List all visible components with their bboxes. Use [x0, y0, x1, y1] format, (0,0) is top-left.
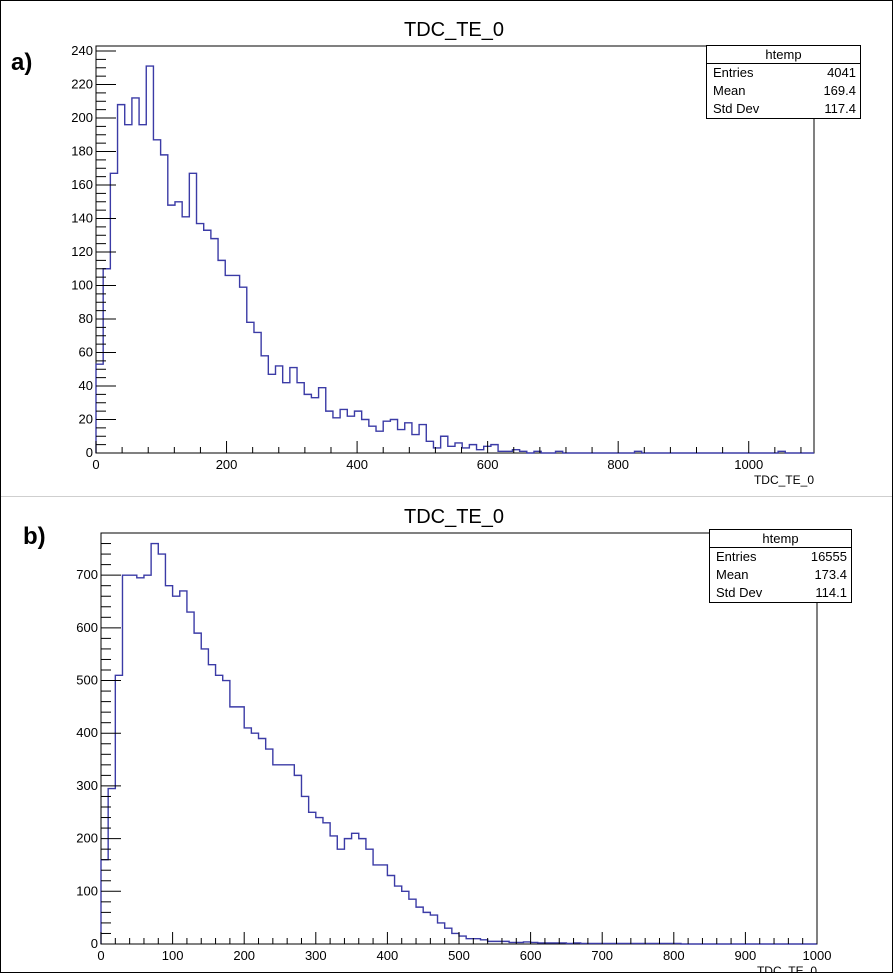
y-tick-label: 240 [71, 43, 93, 58]
y-tick-label: 700 [76, 567, 98, 582]
x-tick-label: 300 [305, 948, 327, 963]
x-tick-label: 800 [663, 948, 685, 963]
plot-frame [95, 45, 815, 454]
x-tick-label: 400 [377, 948, 399, 963]
y-tick-label: 140 [71, 211, 93, 226]
panel-letter: b) [23, 523, 46, 550]
x-tick-label: 100 [162, 948, 184, 963]
stats-label: Mean [716, 567, 749, 582]
y-tick-label: 220 [71, 77, 93, 92]
y-tick-label: 300 [76, 778, 98, 793]
y-tick-label: 40 [79, 378, 93, 393]
x-tick-label: 900 [735, 948, 757, 963]
y-tick-label: 400 [76, 725, 98, 740]
panel-a: a) TDC_TE_0 0 200 400 600 800 1000 0 20 40 60 80 100… [1, 1, 892, 494]
stats-box: htemp Entries 4041 Mean 169.4 Std Dev 11… [706, 45, 861, 119]
x-tick-label: 1000 [803, 948, 832, 963]
panel-divider [1, 496, 892, 497]
stats-row-entries: Entries 16555 [710, 548, 851, 566]
y-tick-label: 500 [76, 673, 98, 688]
y-tick-label: 600 [76, 620, 98, 635]
stats-row-mean: Mean 169.4 [707, 82, 860, 100]
x-tick-label: 600 [520, 948, 542, 963]
stats-value: 114.1 [815, 585, 847, 600]
x-axis-label: TDC_TE_0 [757, 964, 817, 972]
y-tick-label: 100 [71, 278, 93, 293]
panel-b: b) TDC_TE_0 0 100 200 300 400 500 600 700 800 900 1… [1, 499, 892, 972]
histogram-plot-b: TDC_TE_00 100 200 300 400 500 600 700 800 900 1000… [76, 506, 832, 972]
stats-value: 117.4 [824, 101, 856, 116]
x-tick-label: 0 [97, 948, 104, 963]
stats-value: 173.4 [814, 567, 847, 582]
y-tick-label: 160 [71, 177, 93, 192]
histogram-line [95, 65, 814, 454]
y-tick-label: 20 [79, 412, 93, 427]
chart-title: TDC_TE_0 [404, 19, 504, 41]
stats-row-entries: Entries 4041 [707, 64, 860, 82]
stats-label: Std Dev [716, 585, 763, 600]
stats-title: htemp [710, 530, 851, 548]
chart-title: TDC_TE_0 [404, 506, 504, 528]
x-tick-label: 200 [233, 948, 255, 963]
y-tick-label: 200 [76, 831, 98, 846]
stats-row-std: Std Dev 117.4 [707, 100, 860, 118]
stats-label: Std Dev [713, 101, 760, 116]
stats-box: htemp Entries 16555 Mean 173.4 Std Dev 1… [709, 529, 852, 603]
y-tick-label: 120 [71, 244, 93, 259]
y-tick-label: 60 [79, 345, 93, 360]
stats-label: Mean [713, 83, 746, 98]
x-axis-label: TDC_TE_0 [754, 473, 814, 487]
x-tick-label: 0 [92, 457, 99, 472]
y-tick-label: 80 [79, 311, 93, 326]
stats-title: htemp [707, 46, 860, 64]
x-tick-label: 800 [607, 457, 629, 472]
histogram-plot-a: TDC_TE_0 0 200 400 600 800 1000 0 20 40 60 80 100 120… [71, 19, 815, 487]
stats-value: 16555 [810, 549, 847, 564]
stats-value: 4041 [827, 65, 856, 80]
stats-label: Entries [716, 549, 757, 564]
x-tick-label: 500 [448, 948, 470, 963]
x-tick-label: 200 [216, 457, 238, 472]
stats-label: Entries [713, 65, 754, 80]
x-tick-label: 400 [346, 457, 368, 472]
stats-value: 169.4 [823, 83, 856, 98]
panel-letter: a) [11, 49, 33, 76]
x-tick-label: 700 [591, 948, 613, 963]
y-tick-label: 0 [86, 445, 93, 460]
y-tick-label: 180 [71, 144, 93, 159]
y-tick-label: 0 [91, 936, 98, 951]
histogram-line [100, 542, 817, 945]
x-tick-label: 600 [477, 457, 499, 472]
y-tick-label: 100 [76, 883, 98, 898]
x-tick-label: 1000 [734, 457, 763, 472]
stats-row-std: Std Dev 114.1 [710, 584, 851, 602]
y-tick-label: 200 [71, 110, 93, 125]
stats-row-mean: Mean 173.4 [710, 566, 851, 584]
